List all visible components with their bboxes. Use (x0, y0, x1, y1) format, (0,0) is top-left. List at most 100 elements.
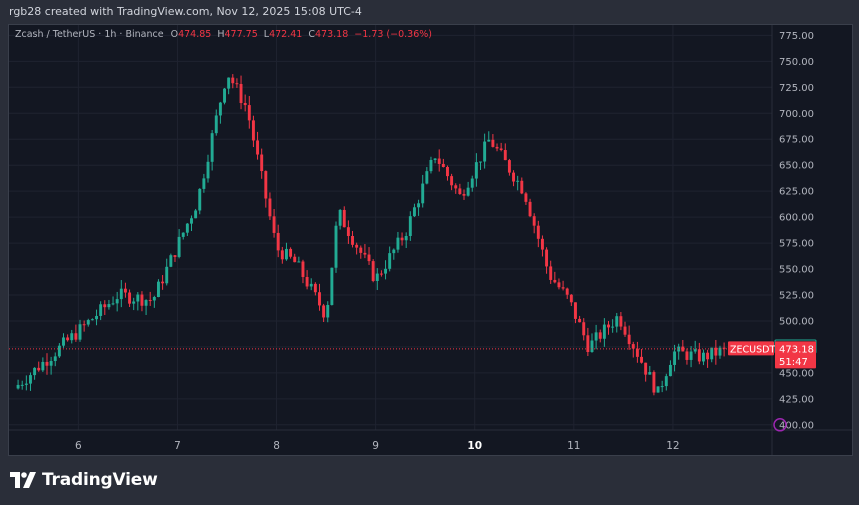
candle-body (152, 296, 156, 301)
candle-body (351, 235, 354, 245)
candle-body (322, 305, 326, 318)
candle-body (528, 201, 532, 217)
candle-body (289, 248, 293, 257)
time-axis-label: 9 (372, 440, 379, 452)
candle-body (532, 216, 536, 226)
candle-body (512, 172, 516, 182)
symbol-price-label (728, 341, 774, 356)
candle-body (190, 218, 193, 224)
candle-body (95, 315, 98, 320)
candle-body (470, 178, 474, 188)
price-tick-label: 625.00 (779, 187, 814, 198)
candle-body (41, 361, 45, 371)
candle-body (462, 194, 466, 196)
candle-body (70, 333, 74, 341)
current-price-label: 473.18 (779, 344, 814, 355)
candle-body (272, 216, 276, 233)
candle-body (437, 158, 441, 164)
candle-body (276, 232, 280, 251)
candle-body (119, 288, 123, 300)
candle-body (454, 185, 458, 189)
candle-body (466, 187, 470, 196)
price-tick-label: 450.00 (779, 368, 814, 379)
candle-body (74, 333, 78, 340)
candle-body (425, 171, 429, 184)
candle-body (722, 347, 726, 349)
candle-body (53, 356, 57, 362)
candle-body (342, 209, 346, 228)
candle-body (524, 193, 528, 202)
candle-body (503, 150, 507, 161)
candlestick-chart[interactable]: 775.00 750.00 725.00 700.00 675.00 650.00 625.… (9, 25, 853, 456)
candle-body (450, 176, 454, 186)
candle-body (520, 180, 524, 194)
candle-body (194, 210, 198, 219)
candle-body (359, 247, 363, 253)
candle-body (227, 77, 231, 89)
candle-body (214, 115, 218, 134)
price-tick-label: 700.00 (779, 109, 814, 120)
candle-body (62, 337, 65, 346)
candle-body (379, 273, 383, 275)
candle-body (305, 276, 309, 287)
candle-body (20, 384, 24, 386)
candle-body (144, 300, 148, 306)
candle-body (330, 267, 334, 305)
candle-body (49, 361, 53, 366)
price-tick-label: 750.00 (779, 57, 814, 68)
candle-body (338, 209, 342, 226)
candle-body (648, 372, 652, 375)
time-axis-label: 10 (467, 440, 482, 452)
candle-body (132, 301, 136, 304)
candle-body (57, 345, 61, 357)
brand-name: TradingView (42, 470, 158, 490)
price-tick-label: 775.00 (779, 31, 814, 42)
candle-body (718, 347, 722, 356)
candle-body (507, 160, 511, 173)
candle-body (441, 163, 445, 167)
candle-body (697, 349, 701, 362)
close-value: 473.18 (315, 29, 349, 40)
candle-body (396, 237, 400, 250)
candle-body (103, 304, 107, 308)
candle-body (487, 139, 491, 142)
candle-body (384, 268, 388, 274)
time-axis-label: 6 (75, 440, 82, 452)
candle-body (115, 299, 119, 304)
candle-body (569, 294, 573, 303)
candle-body (586, 335, 590, 353)
candle-body (631, 344, 635, 349)
candle-body (123, 288, 127, 293)
candle-body (400, 237, 404, 241)
candle-body (681, 346, 685, 352)
candle-body (355, 244, 359, 248)
candle-body (495, 146, 499, 149)
candle-body (623, 326, 627, 335)
candle-body (165, 266, 169, 284)
candle-body (231, 77, 235, 84)
candle-body (177, 236, 181, 257)
candle-body (421, 183, 425, 204)
candle-body (37, 367, 41, 371)
symbol-description: Zcash / TetherUS · 1h · Binance (15, 29, 164, 40)
candle-body (363, 252, 367, 255)
candle-body (607, 324, 610, 328)
chart-panel[interactable]: 775.00 750.00 725.00 700.00 675.00 650.00 625.… (8, 24, 853, 456)
candle-body (293, 256, 297, 263)
candle-body (202, 178, 206, 189)
candle-body (128, 292, 132, 304)
candle-body (334, 225, 338, 268)
candle-body (408, 216, 412, 236)
ohlc-legend: Zcash / TetherUS · 1h · Binance O474.85 … (15, 29, 432, 40)
candle-body (99, 304, 103, 316)
candle-body (326, 304, 330, 318)
candle-body (251, 120, 255, 141)
candle-body (210, 133, 214, 162)
candle-body (594, 332, 598, 341)
candle-body (173, 255, 177, 257)
candle-body (346, 227, 350, 236)
candle-body (33, 367, 37, 376)
candle-body (156, 281, 160, 297)
time-axis-label: 11 (567, 440, 580, 452)
candle-body (561, 287, 565, 289)
